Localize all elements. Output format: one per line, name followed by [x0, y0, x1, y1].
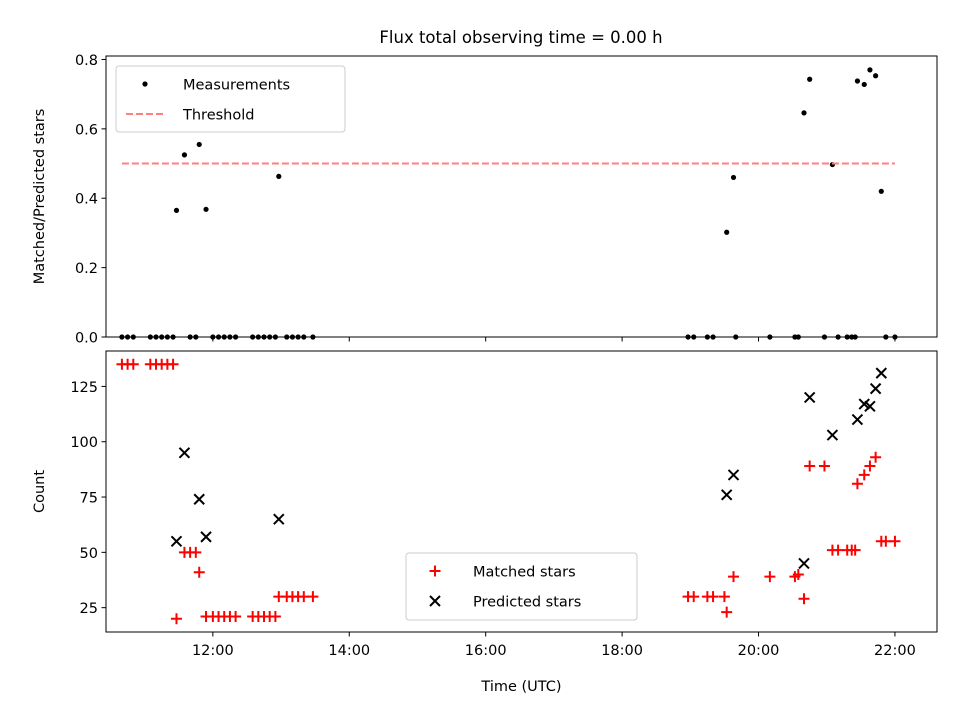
top-legend: Measurements Threshold — [115, 65, 346, 133]
bottom-predicted-stars-point — [864, 400, 876, 413]
top-ytick-label: 0.4 — [75, 192, 98, 208]
bottom-matched-stars-point — [804, 460, 816, 472]
bottom-xtick-label: 12:00 — [192, 643, 234, 659]
top-legend-label: Threshold — [182, 108, 254, 124]
bottom-legend: Matched stars Predicted stars — [405, 552, 638, 621]
bottom-matched-stars-point — [889, 535, 901, 547]
bottom-predicted-stars-point — [875, 367, 888, 379]
bottom-matched-stars-point — [307, 591, 319, 603]
top-measurements-point — [730, 174, 737, 181]
top-legend-box — [115, 65, 346, 133]
bottom-matched-stars-point — [230, 611, 242, 623]
bottom-ytick-label: 25 — [80, 601, 98, 617]
top-measurements-point — [873, 73, 879, 79]
top-panel: 0.0 0.2 0.4 0.6 0.8 Matched/Predicted stars Me… — [32, 53, 938, 347]
bottom-matched-stars-point — [858, 469, 870, 481]
top-measurements-point — [173, 207, 180, 213]
top-axes-frame — [105, 55, 938, 338]
top-ylabel: Matched/Predicted stars — [32, 109, 48, 285]
top-ytick-label: 0.8 — [75, 53, 98, 69]
bottom-matched-stars-point — [792, 568, 804, 580]
bottom-matched-stars-point — [167, 358, 179, 370]
bottom-predicted-stars-point — [869, 382, 882, 395]
top-measurements-point — [196, 141, 202, 148]
top-ytick-label: 0.0 — [75, 331, 98, 347]
top-ytick-label: 0.6 — [75, 122, 98, 138]
bottom-matched-stars-point — [864, 460, 876, 472]
bottom-xtick-label: 14:00 — [328, 643, 370, 659]
bottom-ytick-label: 75 — [80, 491, 98, 507]
bottom-xtick-label: 18:00 — [601, 643, 643, 659]
bottom-predicted-stars-point — [727, 469, 740, 481]
bottom-matched-stars-point — [870, 451, 882, 463]
bottom-predicted-stars-point — [720, 489, 733, 501]
bottom-legend-marker — [429, 595, 441, 607]
bottom-matched-stars-point — [721, 606, 733, 618]
top-measurements-point — [724, 229, 730, 235]
bottom-matched-stars-point — [170, 613, 182, 625]
bottom-matched-stars-point — [688, 591, 700, 603]
top-measurements-point — [807, 76, 813, 82]
top-legend-label: Measurements — [183, 78, 290, 94]
bottom-predicted-stars-point — [200, 531, 212, 543]
bottom-legend-label: Matched stars — [473, 565, 576, 581]
bottom-xtick-label: 16:00 — [465, 643, 507, 659]
top-measurements-point — [854, 78, 861, 84]
bottom-xtick-label: 22:00 — [874, 643, 916, 659]
bottom-predicted-stars-point — [178, 447, 191, 459]
bottom-legend-box — [405, 552, 638, 621]
top-measurements-point — [181, 152, 188, 158]
bottom-predicted-stars-point — [170, 535, 183, 547]
bottom-ylabel: Count — [32, 470, 48, 513]
bottom-matched-stars-point — [707, 591, 719, 603]
top-measurements-point — [861, 81, 867, 88]
bottom-matched-stars-point — [193, 566, 205, 578]
bottom-matched-stars-point — [851, 478, 863, 490]
top-measurements-point — [276, 173, 282, 179]
bottom-matched-stars-point — [269, 611, 281, 623]
bottom-ytick-label: 125 — [70, 380, 98, 396]
bottom-predicted-stars-point — [851, 413, 864, 426]
bottom-ytick-label: 50 — [80, 546, 98, 562]
bottom-matched-stars-point — [718, 591, 730, 603]
bottom-legend-marker — [429, 565, 441, 577]
bottom-legend-label: Predicted stars — [473, 595, 581, 611]
bottom-predicted-stars-point — [193, 493, 205, 505]
top-measurements-point — [878, 188, 884, 194]
bottom-matched-stars-point — [798, 593, 810, 605]
top-legend-marker — [142, 81, 148, 87]
top-measurements-point — [801, 110, 807, 116]
top-ytick-label: 0.2 — [75, 261, 98, 277]
bottom-matched-stars-point — [728, 571, 740, 583]
bottom-matched-stars-point — [818, 460, 830, 472]
bottom-axes-frame — [105, 350, 938, 633]
bottom-predicted-stars-point — [826, 429, 839, 441]
bottom-xlabel: Time (UTC) — [480, 679, 561, 695]
bottom-predicted-stars-point — [803, 391, 816, 404]
top-measurements-point — [203, 206, 209, 212]
figure-title: Flux total observing time = 0.00 h — [379, 28, 662, 47]
bottom-matched-stars-point — [190, 546, 202, 558]
bottom-matched-stars-point — [127, 358, 139, 370]
bottom-ytick-label: 100 — [70, 435, 98, 451]
bottom-xtick-label: 20:00 — [738, 643, 780, 659]
bottom-panel: 25 50 75 100 125 12:00 14:00 16:00 18:00 20:00 22:… — [32, 350, 938, 695]
bottom-predicted-stars-point — [273, 513, 285, 525]
bottom-matched-stars-point — [764, 571, 776, 583]
bottom-matched-stars-point — [849, 544, 861, 556]
bottom-predicted-stars-point — [798, 557, 810, 570]
top-measurements-point — [867, 67, 873, 73]
